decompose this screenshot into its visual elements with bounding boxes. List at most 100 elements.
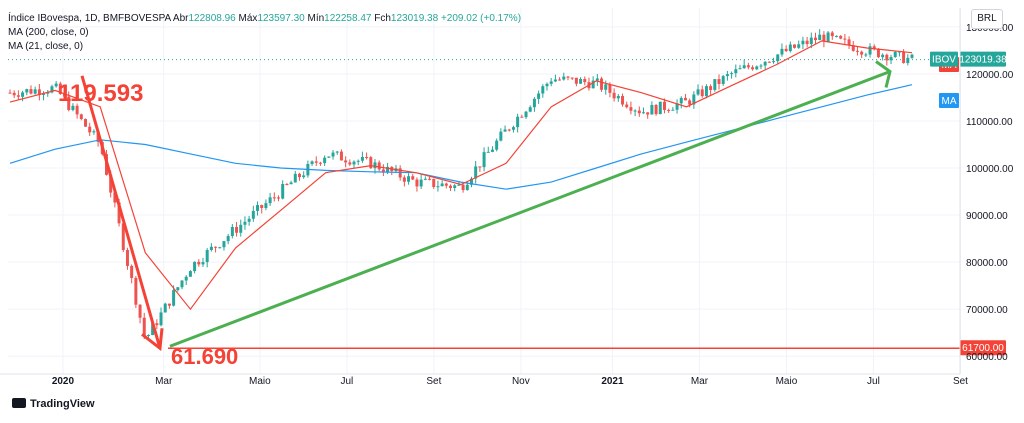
brand-label: TradingView [30,398,95,410]
candle-body [251,210,255,219]
candle-body [788,44,792,52]
candle-body [21,92,25,97]
candle-body [239,224,243,233]
support-price-tag: 61700.00 [962,343,1004,354]
candle-body [826,32,830,42]
candle-body [793,44,797,48]
support-price-tag-bg [960,340,1006,356]
candle-body [285,184,289,186]
candle-body [893,51,897,58]
candle-body [591,80,595,89]
candle-body [738,68,742,70]
candle-body [260,205,264,208]
candle-body [503,129,507,132]
candle-body [537,93,541,99]
crash-arrow-head [141,328,164,352]
candle-body [532,98,536,108]
candle-body [256,205,260,211]
candle-body [704,86,708,97]
candle-body [247,218,251,222]
ma200-price-tag: MA [942,96,957,107]
crash-arrow-line [80,75,162,349]
candle-body [776,54,780,62]
candle-body [520,116,524,118]
x-tick-label: Maio [776,376,798,387]
candle-body [843,38,847,40]
candle-body [654,105,658,115]
candle-body [411,176,415,180]
candle-body [8,92,12,94]
candle-body [801,40,805,45]
candle-body [176,287,180,291]
candle-body [37,89,41,95]
candle-body [138,304,142,318]
axes: 130000.00120000.00110000.00100000.009000… [0,8,1014,387]
legend-ma200: MA (200, close, 0) [8,27,89,38]
candle-body [327,156,331,158]
candle-body [516,116,520,128]
candle-body [407,176,411,182]
candle-body [646,112,650,115]
candle-body [444,183,448,186]
tradingview-brand[interactable]: TradingView [12,398,95,410]
candle-body [29,89,33,94]
candle-body [558,79,562,81]
candle-body [381,169,385,173]
legend-ohlc-row: Índice IBovespa, 1D, BMFBOVESPA Abr12280… [8,12,521,26]
x-tick-label: Set [426,376,441,387]
candle-body [767,61,771,63]
candle-body [671,109,675,111]
candle-body [272,197,276,199]
grid-lines [8,8,961,374]
candle-body [860,51,864,55]
candle-body [499,131,503,141]
candle-body [876,48,880,58]
y-tick-label: 90000.00 [966,211,1008,222]
candle-body [360,156,364,161]
candle-body [67,96,71,111]
candle-body [662,101,666,110]
ma200-line [9,84,913,190]
tradingview-logo-icon [12,398,26,408]
legend-close-label: Fch [374,13,391,24]
candle-body [868,46,872,55]
candle-body [344,160,348,163]
candle-body [755,66,759,70]
candle-body [688,100,692,105]
candle-body [335,151,339,153]
y-tick-label: 70000.00 [966,305,1008,316]
legend-high-value: 123597.30 [257,13,305,24]
candle-body [700,89,704,97]
candle-body [872,46,876,49]
candle-body [910,54,914,58]
legend-low-label: Mín [307,13,325,24]
candle-body [297,173,301,178]
candle-body [616,96,620,99]
candle-body [486,151,490,153]
currency-button[interactable]: BRL [971,9,1003,29]
trend-arrow-head [875,60,892,88]
candle-body [369,157,373,169]
candle-body [63,94,67,97]
candle-body [495,140,499,150]
candle-body [151,323,155,336]
x-tick-label: Jul [867,376,880,387]
candle-body [461,184,465,191]
y-tick-label: 80000.00 [966,258,1008,269]
candle-body [713,79,717,90]
candle-body [595,78,599,81]
candle-body [432,178,436,187]
candle-body [465,184,469,191]
candle-body [289,182,293,185]
candle-body [818,34,822,41]
candle-body [759,65,763,67]
candle-body [264,203,268,208]
x-tick-label: Set [953,376,968,387]
candle-body [696,89,700,95]
candle-body [855,50,859,52]
candle-body [830,32,834,37]
legend-change: +209.02 (+0.17%) [440,13,522,24]
candle-body [847,39,851,46]
candle-body [331,152,335,157]
